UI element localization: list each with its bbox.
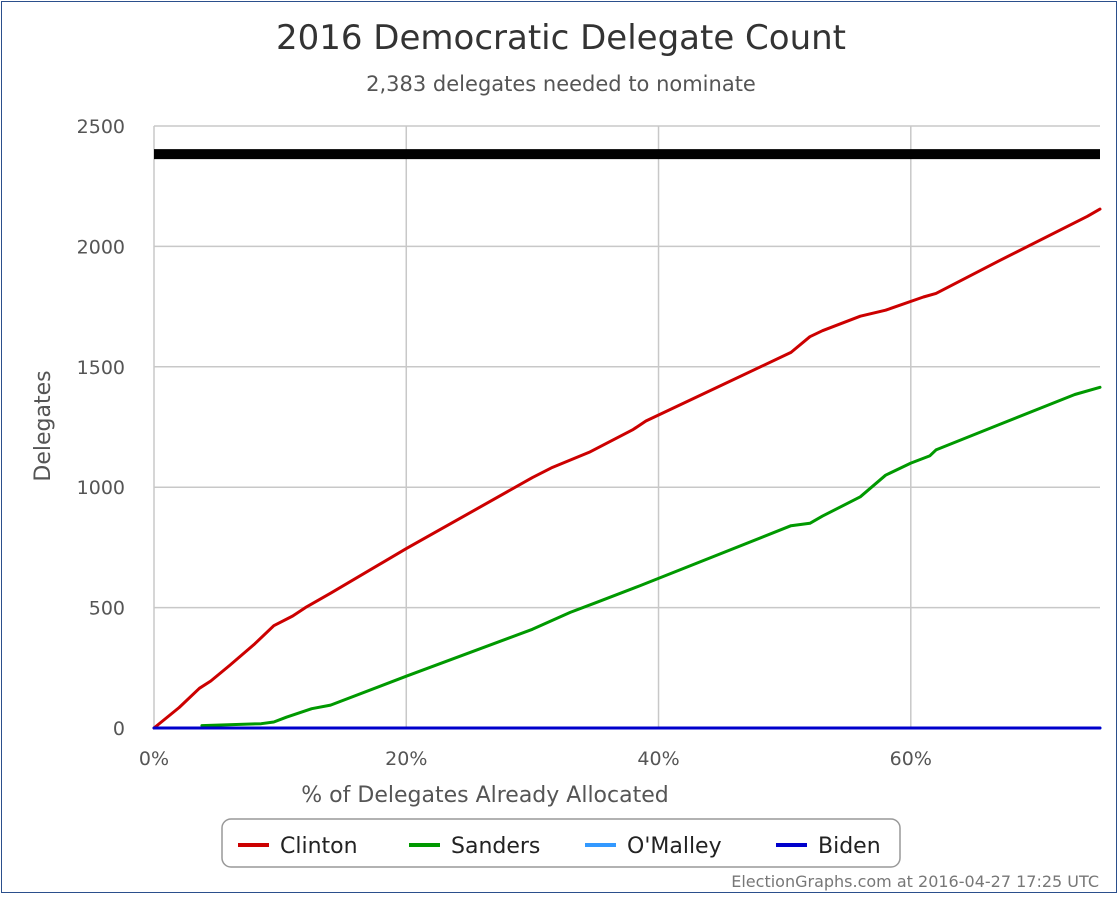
y-tick-label: 1000	[77, 477, 125, 499]
x-axis-title: % of Delegates Already Allocated	[301, 783, 668, 808]
y-tick-label: 1500	[77, 357, 125, 379]
y-tick-label: 2500	[77, 116, 125, 138]
series-layer	[152, 207, 1102, 730]
legend-label: O'Malley	[627, 834, 722, 859]
y-axis-title: Delegates	[31, 370, 56, 481]
x-tick-label: 40%	[637, 748, 679, 770]
legend: Clinton Sanders O'Malley Biden	[221, 818, 901, 868]
grid-lines	[153, 125, 1100, 729]
y-axis-ticks: 0 500 1000 1500 2000 2500	[77, 116, 125, 740]
credit-text: ElectionGraphs.com at 2016-04-27 17:25 U…	[731, 872, 1099, 891]
legend-label: Clinton	[280, 834, 358, 859]
series-line-clinton	[152, 207, 1102, 730]
legend-label: Sanders	[451, 834, 540, 859]
x-axis-ticks: 0% 20% 40% 60%	[139, 748, 932, 770]
chart-subtitle: 2,383 delegates needed to nominate	[366, 72, 756, 96]
series-line-sanders	[200, 385, 1102, 728]
y-tick-label: 500	[89, 598, 125, 620]
y-tick-label: 0	[113, 718, 125, 740]
x-tick-label: 60%	[890, 748, 932, 770]
x-tick-label: 20%	[385, 748, 427, 770]
legend-label: Biden	[818, 834, 881, 859]
chart-title: 2016 Democratic Delegate Count	[276, 18, 846, 58]
x-tick-label: 0%	[139, 748, 169, 770]
legend-box	[221, 818, 901, 868]
y-tick-label: 2000	[77, 236, 125, 258]
